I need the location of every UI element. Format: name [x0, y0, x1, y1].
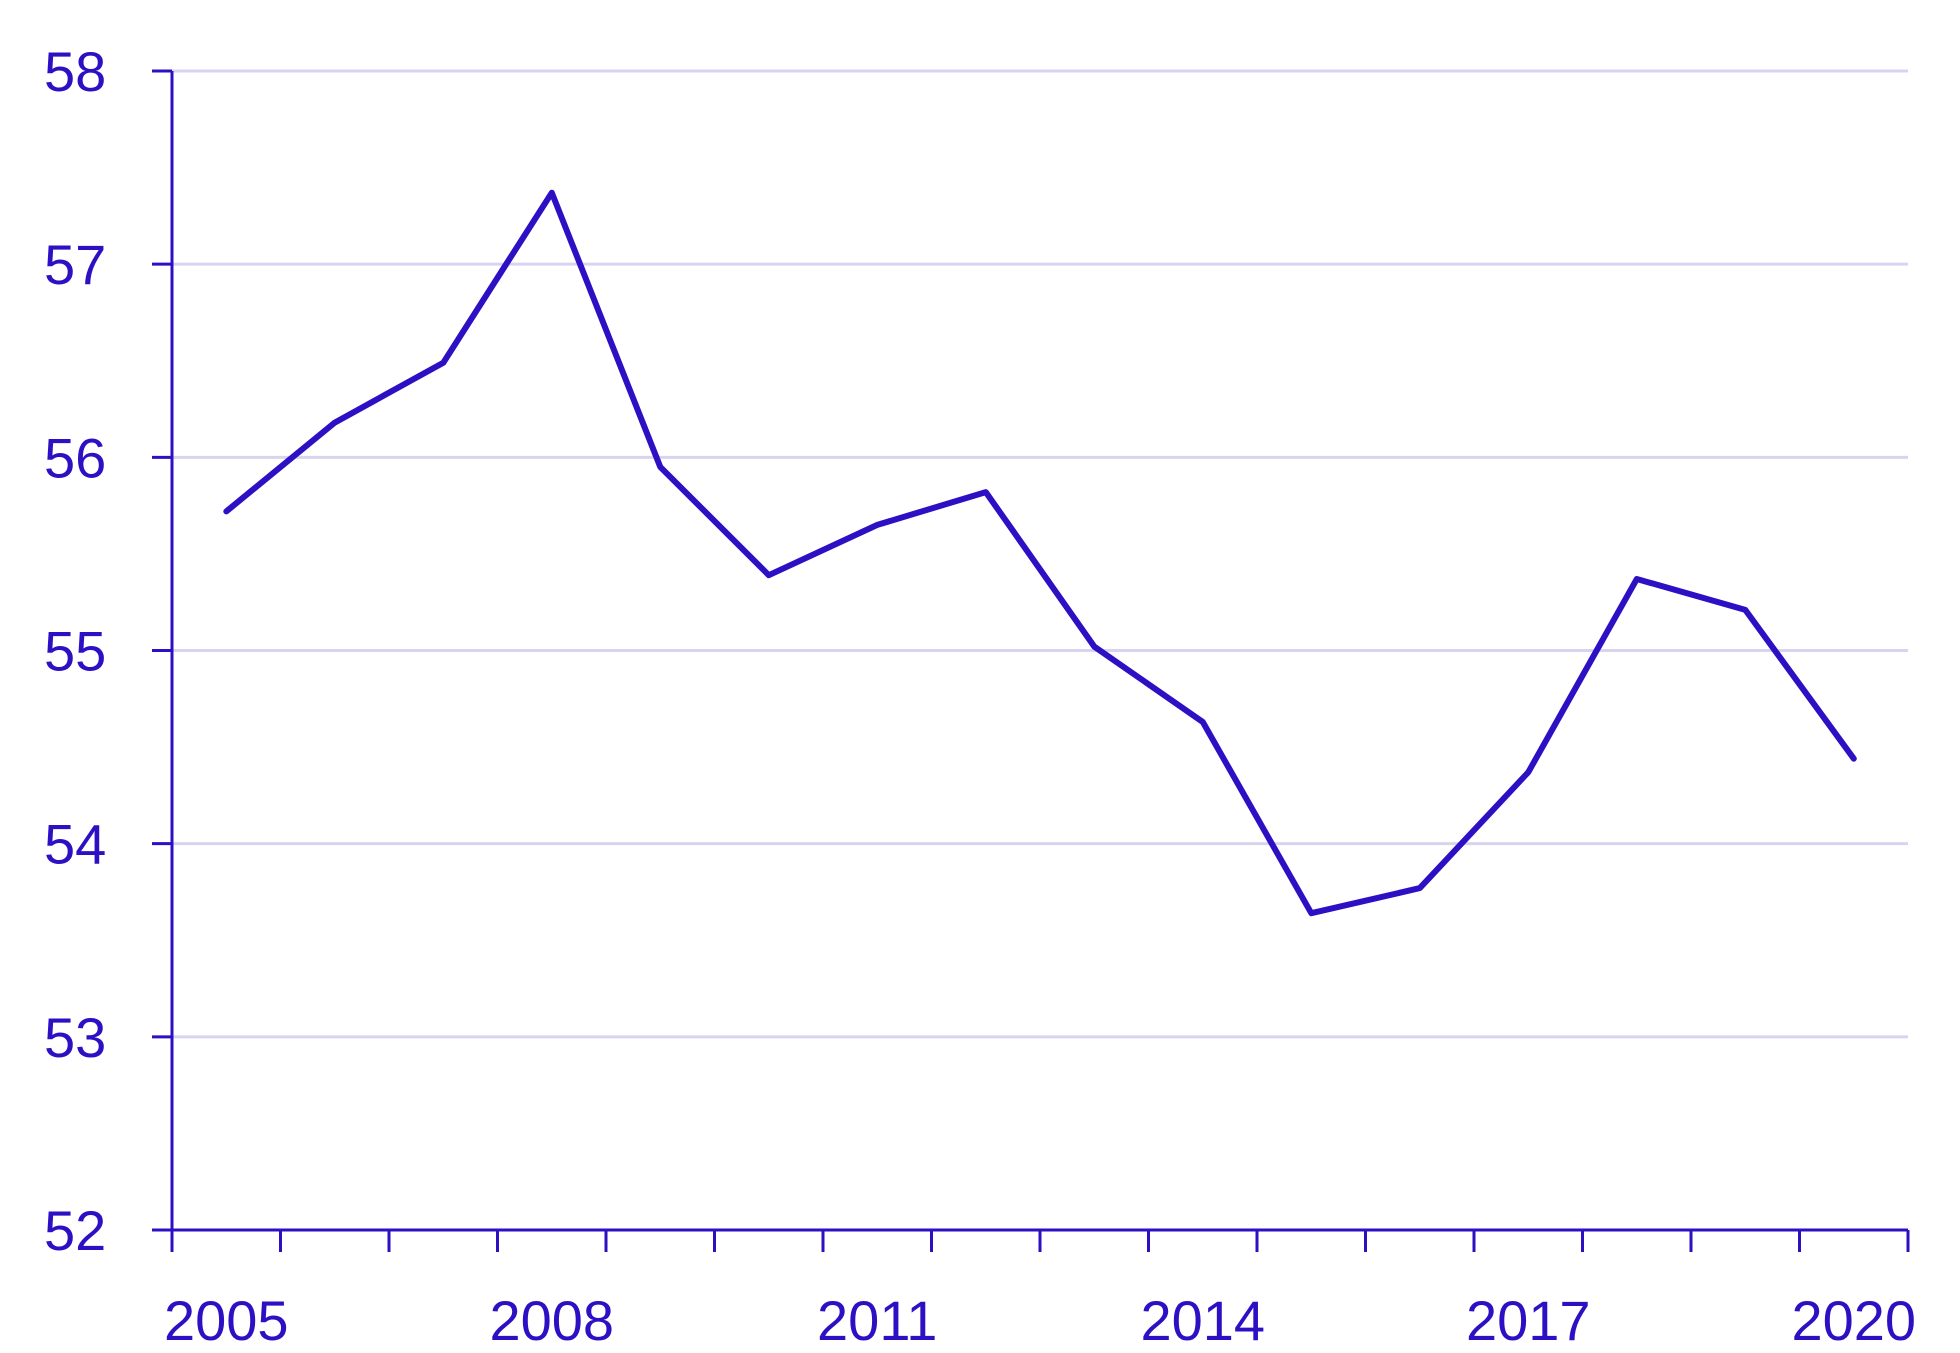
y-tick-label: 52	[44, 1199, 106, 1262]
y-tick-label: 55	[44, 620, 106, 683]
x-tick-label: 2005	[164, 1289, 289, 1352]
x-tick-label: 2017	[1466, 1289, 1591, 1352]
axes	[152, 69, 1910, 1252]
tick-labels: 52 53 54 55 56 57 58 2005 2008 2011 2014 2017 2020	[44, 40, 1916, 1352]
y-tick-label: 56	[44, 426, 106, 489]
x-tick-label: 2014	[1140, 1289, 1265, 1352]
series-line-0	[223, 189, 1857, 917]
y-tick-label: 58	[44, 40, 106, 103]
series-layer	[223, 189, 1857, 917]
gridlines	[172, 69, 1908, 1039]
y-tick-label: 54	[44, 813, 106, 876]
x-tick-label: 2020	[1791, 1289, 1916, 1352]
y-tick-label: 53	[44, 1006, 106, 1069]
x-tick-label: 2008	[489, 1289, 614, 1352]
x-tick-label: 2011	[817, 1289, 937, 1352]
y-tick-label: 57	[44, 233, 106, 296]
